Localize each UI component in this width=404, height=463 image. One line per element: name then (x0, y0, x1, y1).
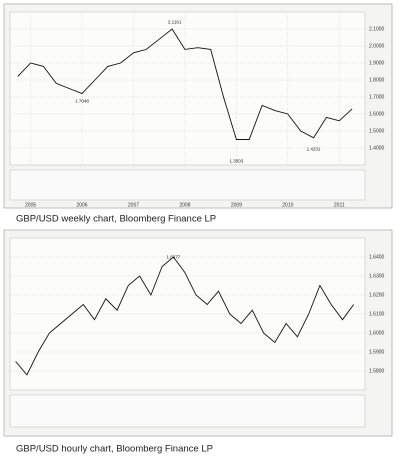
x-tick-label: 2007 (128, 202, 139, 208)
hourly-indicator-panel (9, 394, 366, 428)
price-line (15, 256, 355, 376)
x-tick-label: 2006 (76, 202, 87, 208)
annotation: 1.6377 (167, 255, 181, 260)
x-tick-label: 2009 (231, 202, 242, 208)
x-tick-label: 2010 (282, 202, 293, 208)
y-tick-label: 1.5800 (369, 368, 385, 374)
annotation: 1.3503 (229, 159, 243, 164)
x-tick-label: 2005 (25, 202, 36, 208)
price-line (17, 28, 353, 140)
y-tick-label: 1.6200 (369, 292, 385, 298)
annotation: 1.7048 (75, 98, 89, 103)
y-tick-label: 2.1000 (369, 26, 385, 32)
y-tick-label: 1.9000 (369, 60, 385, 66)
annotation: 1.4231 (307, 146, 321, 151)
caption: GBP/USD weekly chart, Bloomberg Finance … (16, 214, 216, 225)
x-tick-label: 2011 (334, 202, 345, 208)
y-tick-label: 1.5000 (369, 128, 385, 134)
y-tick-label: 2.0000 (369, 43, 385, 49)
y-tick-label: 1.6000 (369, 330, 385, 336)
y-tick-label: 1.7000 (369, 94, 385, 100)
annotation: 2.1161 (168, 19, 182, 24)
x-tick-label: 2008 (179, 202, 190, 208)
y-tick-label: 1.5900 (369, 349, 385, 355)
weekly-indicator-panel (9, 169, 366, 201)
y-tick-label: 1.6400 (369, 254, 385, 260)
y-tick-label: 1.6300 (369, 273, 385, 279)
y-tick-label: 1.6000 (369, 111, 385, 117)
y-tick-label: 1.6100 (369, 311, 385, 317)
plot-area (9, 237, 366, 391)
y-tick-label: 1.8000 (369, 77, 385, 83)
y-tick-label: 1.4000 (369, 145, 385, 151)
plot-area (9, 11, 366, 166)
caption: GBP/USD hourly chart, Bloomberg Finance … (16, 444, 213, 455)
